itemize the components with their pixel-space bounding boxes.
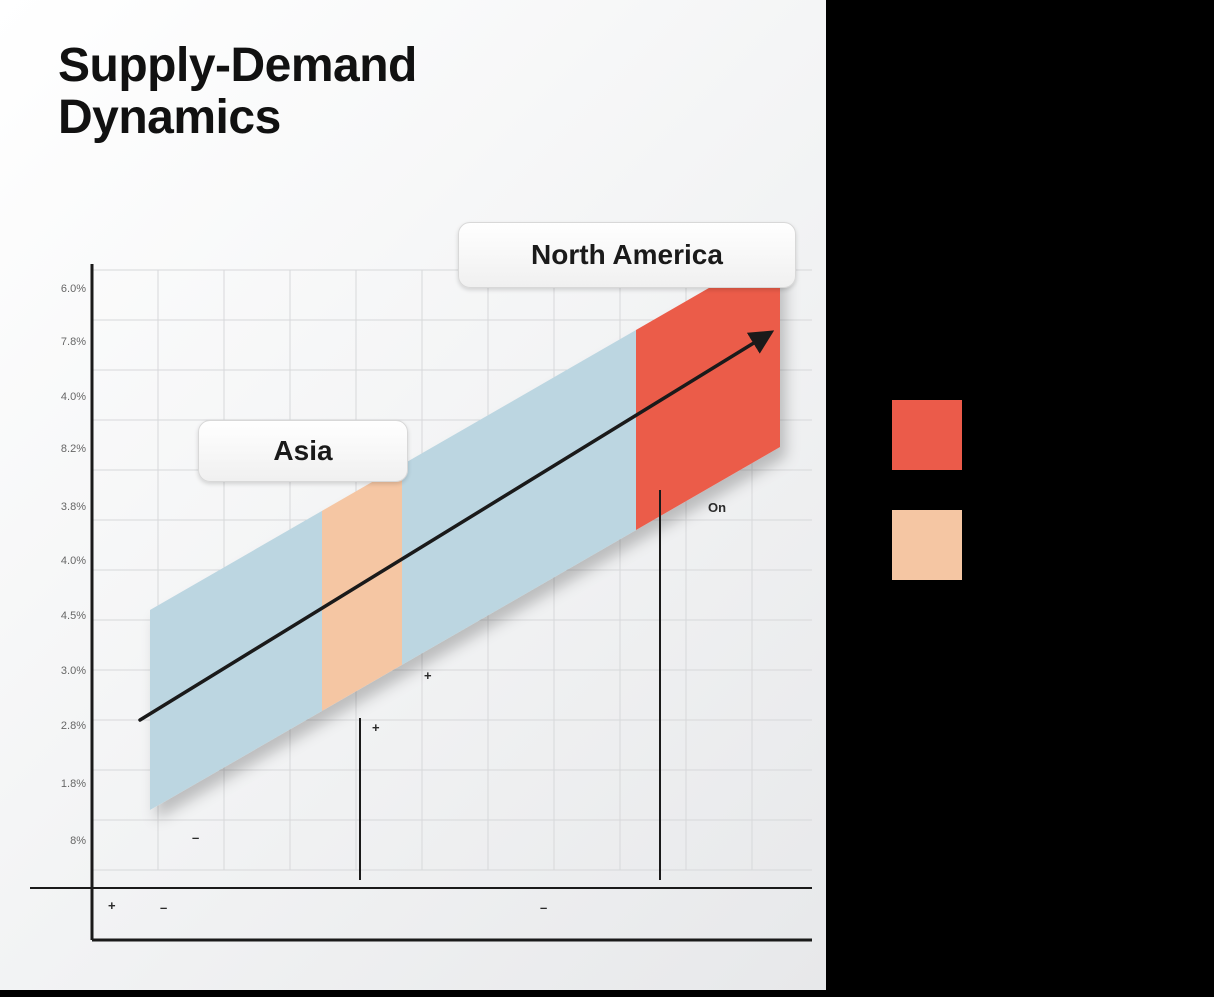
- marker: +: [372, 720, 380, 735]
- callout-asia: Asia: [198, 420, 408, 482]
- chart-panel: Supply-Demand Dynamics 6.0%7.8%4.0%8.2%3…: [0, 0, 826, 990]
- y-tick-label: 3.8%: [46, 501, 86, 513]
- y-tick-label: 6.0%: [46, 283, 86, 295]
- y-tick-label: 7.8%: [46, 336, 86, 348]
- legend-swatch: [892, 510, 962, 580]
- marker: On: [708, 500, 726, 515]
- stage: Supply-Demand Dynamics 6.0%7.8%4.0%8.2%3…: [0, 0, 1214, 997]
- plot-svg: [0, 0, 826, 990]
- marker: –: [160, 900, 167, 915]
- y-tick-label: 2.8%: [46, 720, 86, 732]
- marker: +: [108, 898, 116, 913]
- legend-swatch: [892, 400, 962, 470]
- y-tick-label: 3.0%: [46, 665, 86, 677]
- y-tick-label: 4.0%: [46, 391, 86, 403]
- marker: –: [192, 830, 199, 845]
- y-tick-label: 8.2%: [46, 443, 86, 455]
- y-tick-label: 4.5%: [46, 610, 86, 622]
- y-tick-label: 4.0%: [46, 555, 86, 567]
- marker: –: [540, 900, 547, 915]
- callout-north-america: North America: [458, 222, 796, 288]
- y-tick-label: 1.8%: [46, 778, 86, 790]
- y-tick-label: 8%: [46, 835, 86, 847]
- arrow: [140, 333, 770, 720]
- marker: +: [424, 668, 432, 683]
